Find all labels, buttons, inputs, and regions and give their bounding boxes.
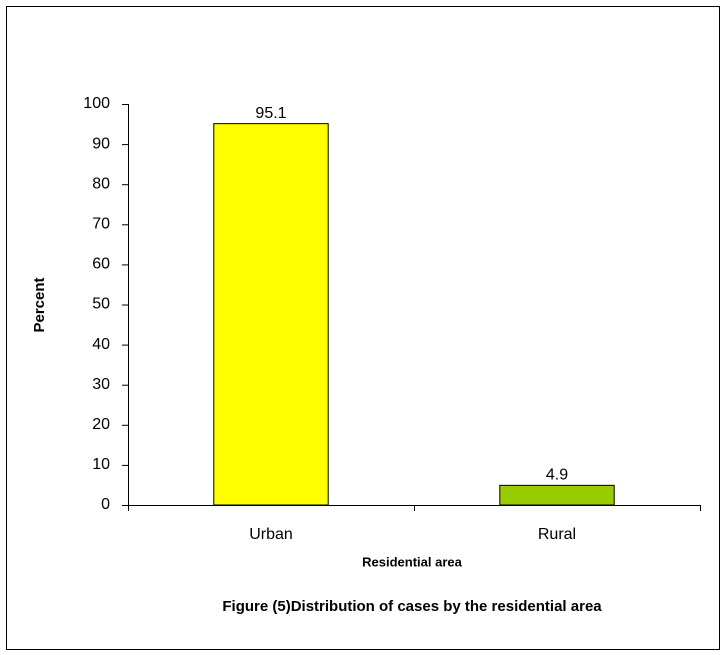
y-tick-label: 30 — [92, 376, 110, 393]
chart-title: Figure (5)Distribution of cases by the r… — [222, 598, 602, 615]
x-axis-title: Residential area — [362, 554, 462, 569]
data-label: 4.9 — [546, 467, 568, 484]
y-axis-title: Percent — [31, 277, 48, 332]
y-tick-label: 70 — [92, 216, 110, 233]
y-tick-label: 100 — [83, 95, 110, 112]
y-tick-label: 40 — [92, 336, 110, 353]
y-tick-label: 60 — [92, 256, 110, 273]
x-tick-label: Rural — [538, 526, 576, 543]
y-tick-label: 20 — [92, 416, 110, 433]
chart-border — [6, 6, 720, 650]
x-tick-label: Urban — [249, 526, 293, 543]
y-tick-label: 90 — [92, 135, 110, 152]
y-tick-label: 0 — [101, 496, 110, 513]
y-tick-label: 50 — [92, 296, 110, 313]
bar — [499, 484, 615, 506]
bar — [213, 123, 329, 506]
data-label: 95.1 — [255, 105, 286, 122]
y-tick-label: 10 — [92, 456, 110, 473]
y-tick-label: 80 — [92, 175, 110, 192]
